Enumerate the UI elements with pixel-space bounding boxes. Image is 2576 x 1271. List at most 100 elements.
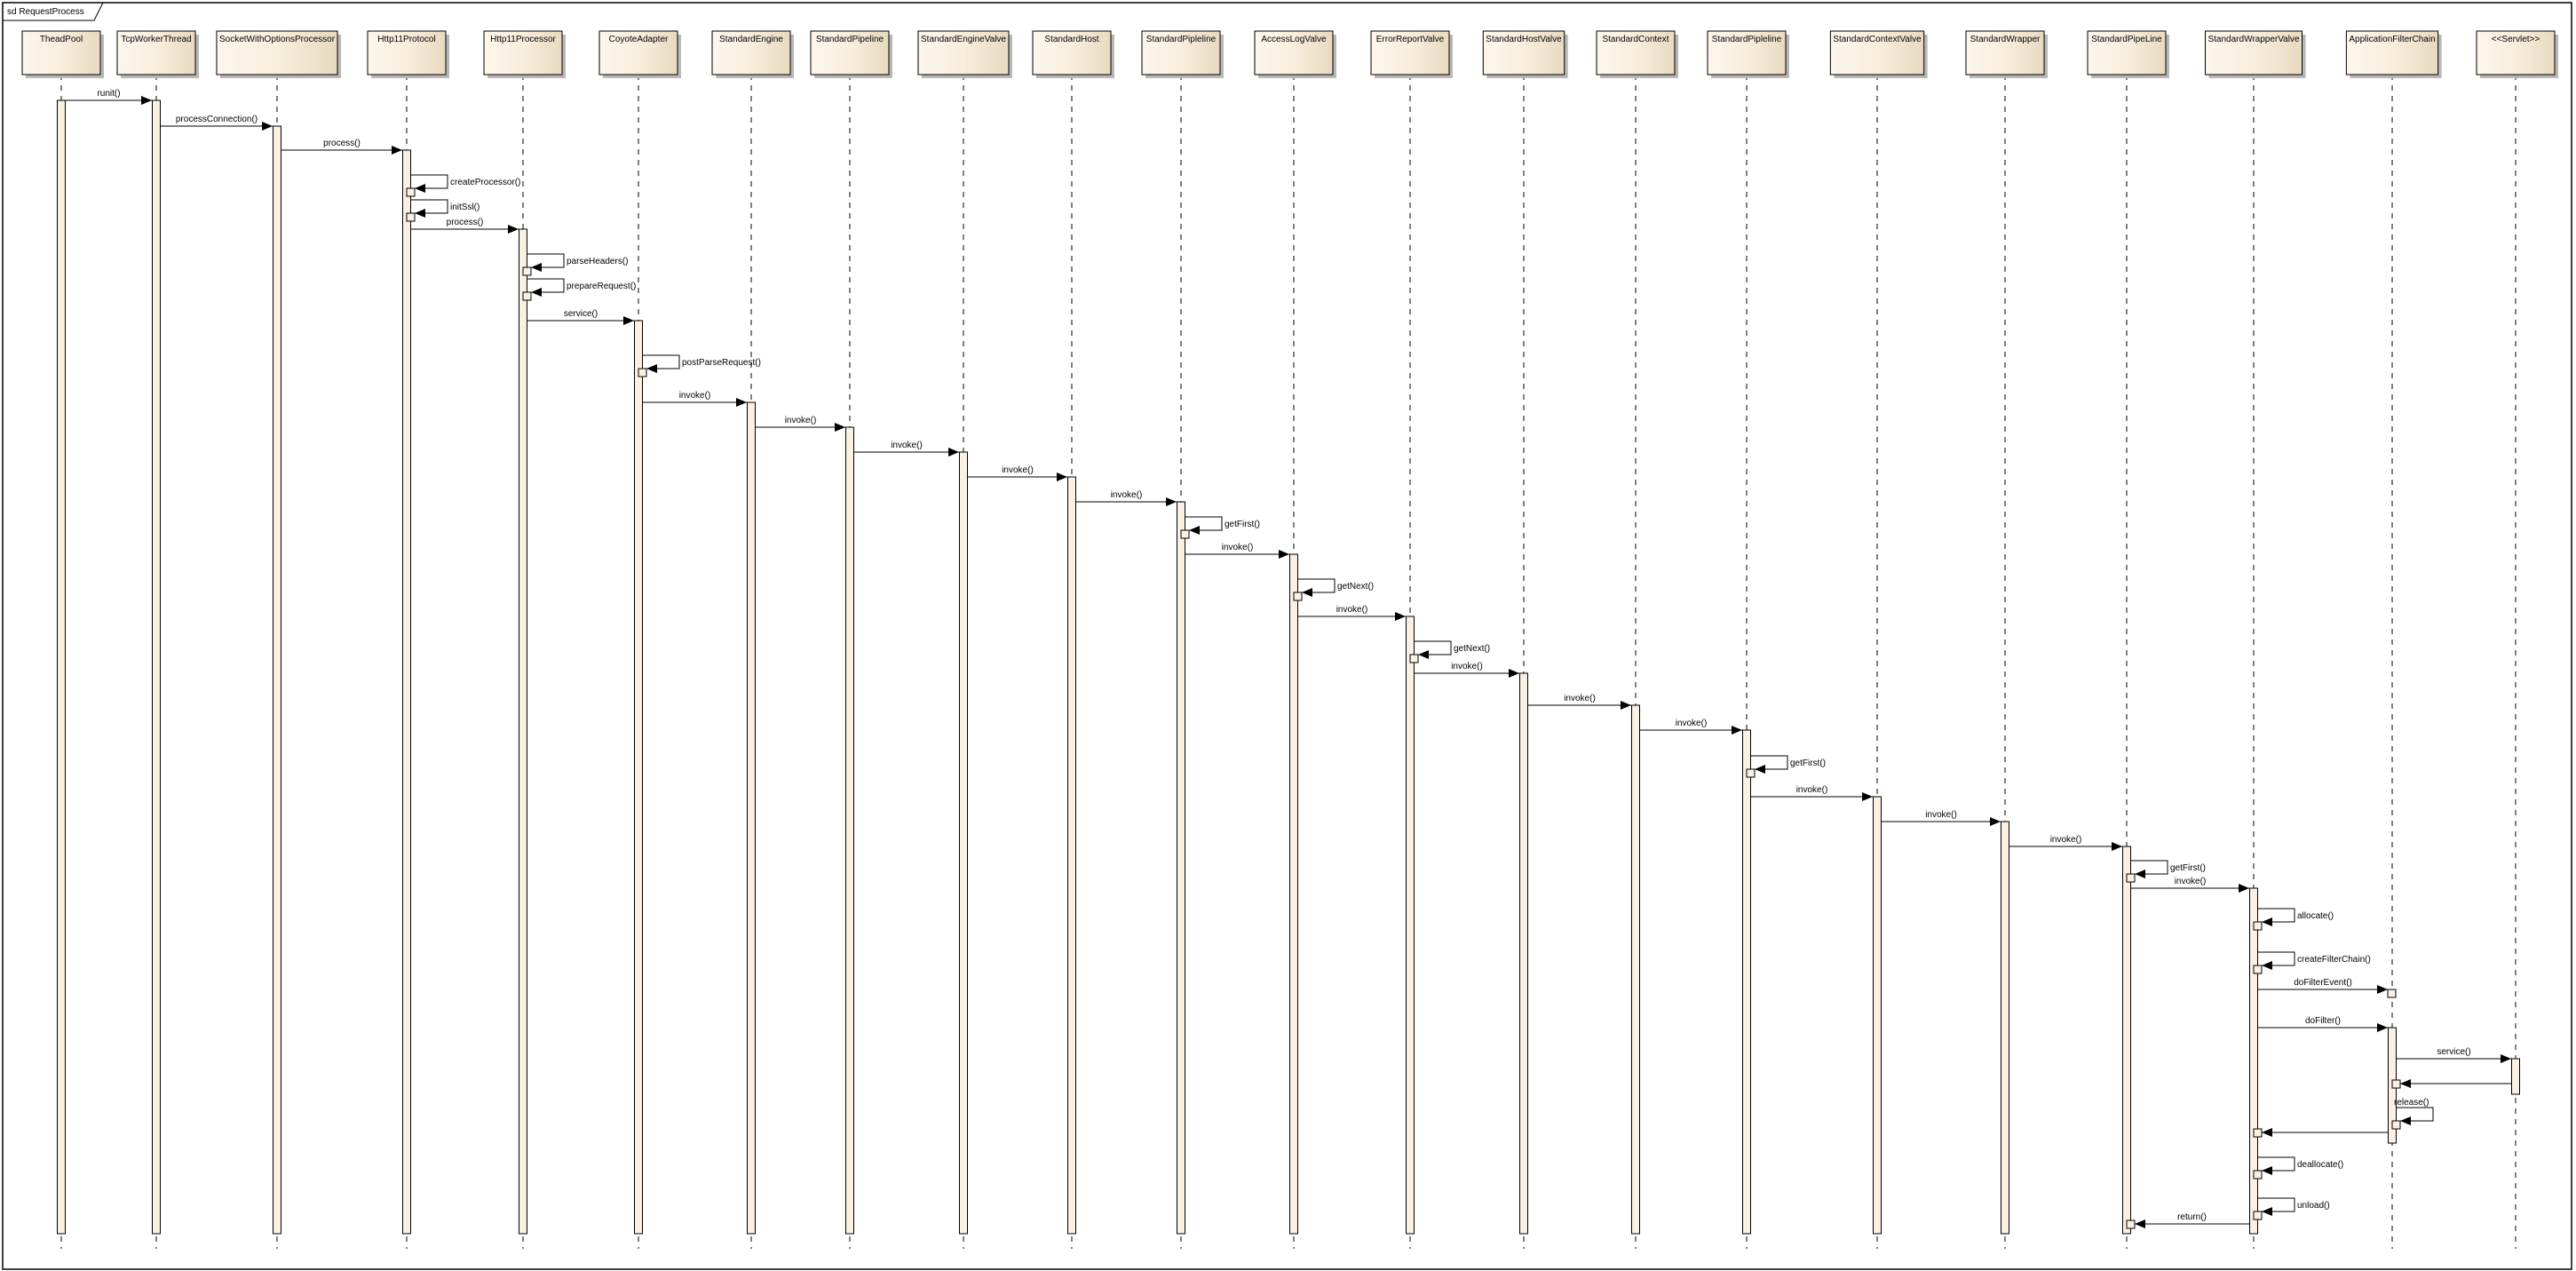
participant-box <box>1370 30 1450 75</box>
message-label: return() <box>2177 1212 2207 1222</box>
message-call: service() <box>2397 1047 2511 1063</box>
message-label: service() <box>564 309 598 319</box>
message-label: invoke() <box>1925 810 1957 820</box>
message-label: runit() <box>97 89 120 99</box>
message-call: process() <box>281 139 402 155</box>
message-label: processConnection() <box>176 115 258 124</box>
message-label: getFirst() <box>2170 863 2206 873</box>
message-self: allocate() <box>2253 908 2334 931</box>
arrowhead <box>2400 1079 2411 1088</box>
message-self: getFirst() <box>1746 755 1826 778</box>
frame-title-tab <box>3 2 104 21</box>
return-activation <box>406 187 416 197</box>
activation-bar <box>959 451 968 1235</box>
message-label: invoke() <box>1564 694 1596 703</box>
participant-box <box>367 30 447 75</box>
return-activation <box>522 266 532 276</box>
participant-20: ApplicationFilterChain <box>2345 30 2442 78</box>
arrowhead <box>1862 792 1873 801</box>
participant-box <box>2476 30 2556 75</box>
message-label: invoke() <box>1451 662 1483 671</box>
self-call-line <box>2131 860 2168 875</box>
participant-name: StandardPipleline <box>1712 35 1782 44</box>
participant-21: <<Servlet>> <box>2476 30 2558 78</box>
participant-box <box>810 30 890 75</box>
arrowhead <box>2262 1207 2272 1216</box>
participant-box <box>598 30 678 75</box>
message-label: process() <box>447 218 484 227</box>
message-call: invoke() <box>1415 662 1519 678</box>
participant-box <box>917 30 1010 75</box>
arrowhead <box>2377 985 2388 994</box>
return-activation <box>1746 768 1756 778</box>
participant-box <box>2204 30 2303 75</box>
participant-box <box>216 30 338 75</box>
frame-title: sd RequestProcess <box>7 7 84 17</box>
message-label: invoke() <box>1676 719 1708 728</box>
message-label: parseHeaders() <box>567 257 628 266</box>
arrowhead <box>531 263 542 272</box>
return-activation <box>2126 873 2136 883</box>
participant-box <box>2087 30 2167 75</box>
participant-name: StandardPipeLine <box>2091 35 2162 44</box>
message-label: invoke() <box>891 441 923 450</box>
participant-12: ErrorReportValve <box>1370 30 1453 78</box>
return-activation <box>1409 654 1419 663</box>
message-label: invoke() <box>1336 605 1368 615</box>
activation-bar <box>1406 616 1415 1235</box>
self-call-line <box>1298 578 1336 593</box>
participant-box <box>116 30 196 75</box>
arrowhead <box>835 423 845 432</box>
message-self: getNext() <box>1409 640 1490 663</box>
activation-bar <box>402 149 411 1235</box>
message-self: createProcessor() <box>406 174 520 197</box>
message-call: invoke() <box>1882 810 2001 826</box>
arrowhead <box>948 448 959 457</box>
message-return <box>2391 1079 2511 1089</box>
message-call: process() <box>411 218 519 234</box>
return-activation <box>638 368 647 377</box>
participant-name: AccessLogValve <box>1261 35 1327 44</box>
arrowhead <box>646 364 657 373</box>
return-activation <box>406 212 416 222</box>
message-label: doFilter() <box>2305 1016 2341 1026</box>
participant-box <box>711 30 791 75</box>
participant-8: StandardEngineValve <box>917 30 1012 78</box>
message-label: invoke() <box>679 391 711 401</box>
arrowhead <box>1418 650 1429 659</box>
arrowhead <box>262 122 273 131</box>
activation-bar <box>1519 672 1528 1235</box>
participant-10: StandardPipleline <box>1141 30 1224 78</box>
self-call-line <box>2258 951 2295 966</box>
participant-5: CoyoteAdapter <box>598 30 681 78</box>
message-label: invoke() <box>2050 835 2082 845</box>
activation-bar <box>1873 796 1882 1235</box>
return-activation <box>2253 965 2263 974</box>
message-label: getFirst() <box>1225 520 1260 529</box>
arrowhead <box>1509 669 1519 678</box>
participant-box <box>1254 30 1334 75</box>
message-self: initSsl() <box>406 199 480 222</box>
message-call: invoke() <box>2131 877 2249 893</box>
participant-name: StandardHostValve <box>1486 35 1562 44</box>
return-activation <box>2391 1079 2401 1089</box>
message-call: invoke() <box>2009 835 2122 851</box>
participant-name: StandardContext <box>1602 35 1668 44</box>
message-call: invoke() <box>756 416 845 432</box>
arrowhead <box>2377 1023 2388 1032</box>
arrowhead <box>1189 526 1200 535</box>
participant-18: StandardPipeLine <box>2087 30 2169 78</box>
arrowhead <box>2112 842 2122 851</box>
self-call-line <box>643 354 680 369</box>
participant-box <box>2345 30 2439 75</box>
self-call-line <box>411 174 448 189</box>
self-call-line <box>1751 755 1788 770</box>
arrowhead <box>1395 612 1406 621</box>
message-call: invoke() <box>1640 719 1742 735</box>
participant-name: StandardContextValve <box>1833 35 1922 44</box>
participant-16: StandardContextValve <box>1829 30 1928 78</box>
activation-bar <box>2001 821 2009 1235</box>
arrowhead <box>2262 1128 2272 1137</box>
activation-bar <box>2122 846 2131 1235</box>
activation-bar <box>273 125 281 1235</box>
